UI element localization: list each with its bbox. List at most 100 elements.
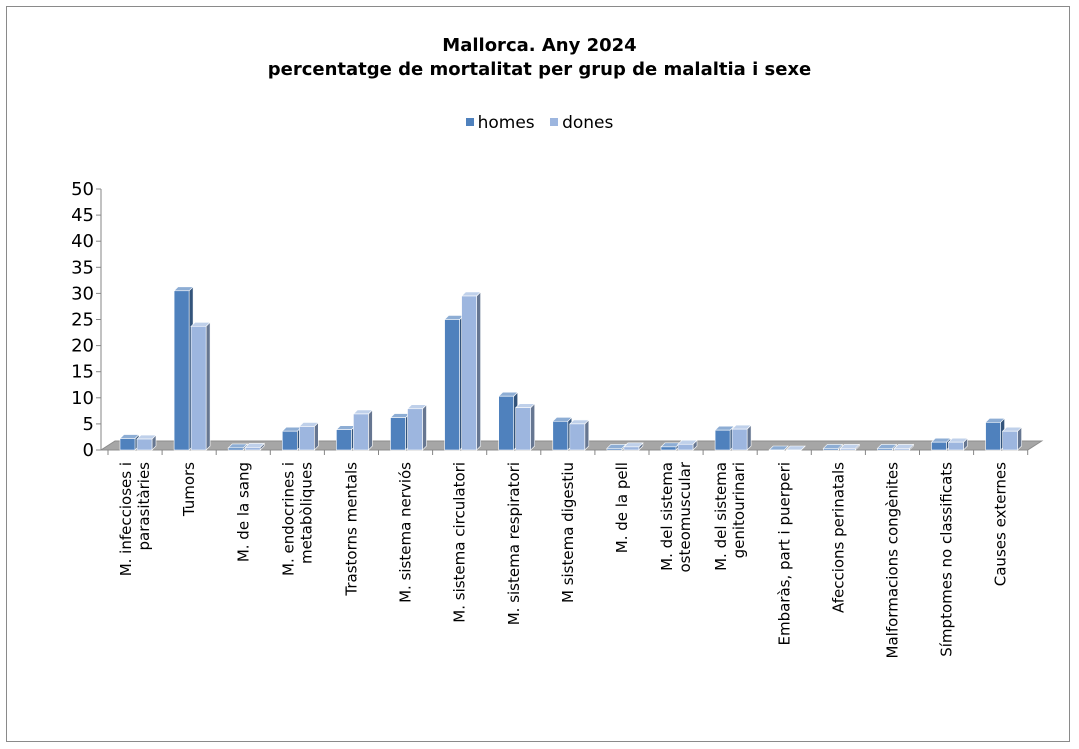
bar-dones: [785, 445, 806, 451]
bar-front: [444, 319, 460, 451]
bar-homes: [173, 286, 194, 451]
bar-dones: [947, 437, 969, 451]
bar-front: [461, 295, 477, 451]
chart-subtitle: percentatge de mortalitat per grup de ma…: [267, 59, 812, 80]
bar-dones: [136, 434, 157, 451]
y-tick-label: 20: [71, 336, 94, 357]
bar-dones: [731, 424, 752, 451]
bar-homes: [227, 443, 248, 451]
bar-front: [498, 395, 515, 451]
y-tick-label: 5: [83, 414, 94, 435]
x-category-label: genitourinari: [730, 462, 748, 558]
bar-homes: [822, 443, 844, 451]
y-tick-label: 25: [71, 310, 94, 331]
bar-homes: [714, 425, 735, 451]
legend-item-dones: dones: [550, 113, 613, 133]
bar-front: [136, 438, 153, 451]
x-category-label: M. del sistema: [712, 462, 730, 571]
bar-homes: [389, 412, 411, 451]
chart-legend: homes dones: [0, 113, 1079, 133]
y-tick-label: 0: [83, 440, 94, 461]
bar-dones: [298, 421, 320, 451]
bar-front: [190, 325, 207, 451]
x-category-label: Embaràs, part i puerperi: [775, 462, 793, 646]
bar-front: [227, 447, 244, 451]
bar-homes: [984, 417, 1006, 451]
bar-dones: [514, 402, 536, 451]
x-category-label: Tumors: [180, 462, 198, 517]
bar-homes: [335, 424, 357, 451]
bar-front: [714, 429, 731, 451]
x-category-label: Símptomes no classificats: [938, 462, 956, 657]
x-category-label: Causes externes: [992, 462, 1010, 586]
bar-front: [1002, 430, 1018, 451]
bar-homes: [660, 442, 681, 451]
x-category-label: M. infeccioses i: [117, 462, 135, 576]
x-category-label: parasitàries: [135, 462, 153, 551]
x-category-label: M sistema digestiu: [559, 462, 577, 603]
x-category-label: metabòliques: [297, 462, 315, 564]
bar-front: [839, 448, 856, 451]
bar-homes: [119, 433, 140, 451]
bar-side: [422, 404, 427, 451]
bar-dones: [839, 443, 861, 451]
x-category-label: Trastorns mentals: [342, 462, 360, 597]
legend-swatch-homes: [465, 118, 474, 126]
bar-side: [313, 421, 319, 451]
legend-label-dones: dones: [562, 113, 614, 133]
bar-front: [606, 448, 623, 451]
bar-dones: [623, 442, 644, 451]
y-tick-label: 30: [71, 283, 94, 304]
y-tick-label: 50: [71, 179, 94, 200]
bar-front: [785, 449, 802, 451]
x-category-label: M. sistema nerviós: [397, 462, 415, 603]
bar-dones: [244, 442, 265, 451]
bar-front: [677, 443, 694, 451]
x-category-label: M. sistema circulatori: [451, 462, 469, 623]
x-category-label: osteomuscular: [676, 461, 694, 572]
bar-homes: [552, 416, 573, 451]
y-tick-label: 40: [71, 231, 94, 252]
bar-front: [173, 290, 190, 451]
x-category-label: Afeccions perinatals: [829, 462, 847, 613]
bar-front: [731, 428, 748, 451]
bar-dones: [1001, 426, 1023, 451]
y-tick-label: 35: [71, 257, 94, 278]
bar-front: [985, 422, 1001, 451]
bar-front: [660, 446, 677, 451]
bar-dones: [569, 419, 590, 451]
legend-swatch-dones: [550, 118, 559, 126]
bar-front: [768, 449, 785, 451]
x-category-label: M. de la pell: [613, 462, 631, 553]
bar-front: [336, 429, 352, 451]
bar-front: [894, 448, 910, 451]
bar-homes: [281, 426, 303, 451]
bar-side: [368, 409, 373, 451]
bar-front: [390, 417, 406, 451]
bar-front: [298, 426, 315, 451]
bar-front: [552, 420, 569, 451]
bar-homes: [876, 443, 898, 451]
x-category-label: M. de la sang: [234, 462, 252, 562]
bar-homes: [443, 314, 465, 451]
x-category-label: M. endocrines i: [279, 462, 297, 576]
bar-front: [822, 448, 839, 451]
bar-front: [119, 438, 136, 451]
bar-side: [205, 321, 211, 451]
bar-front: [569, 423, 586, 451]
bar-dones: [190, 321, 211, 451]
chart-title: Mallorca. Any 2024: [442, 35, 637, 56]
bar-front: [623, 446, 640, 451]
bar-dones: [677, 439, 698, 451]
y-tick-label: 10: [71, 388, 94, 409]
bar-homes: [606, 443, 627, 451]
bar-front: [515, 407, 532, 451]
bar-dones: [460, 291, 482, 451]
bar-side: [530, 402, 536, 451]
legend-item-homes: homes: [465, 113, 535, 133]
bar-side: [584, 419, 590, 451]
x-category-label: Malformacions congènites: [883, 462, 901, 659]
y-tick-label: 15: [71, 362, 94, 383]
bar-front: [407, 408, 423, 451]
